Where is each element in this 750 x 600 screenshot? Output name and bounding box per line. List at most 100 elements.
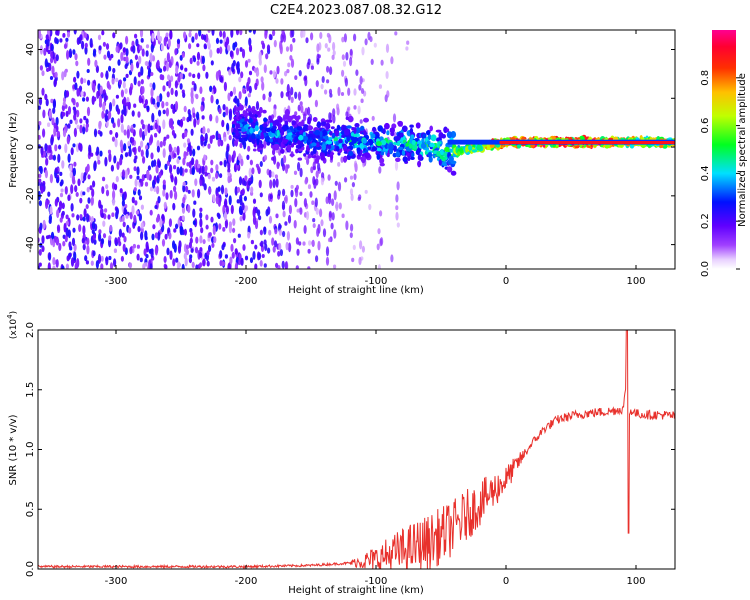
spectrogram-cell [140, 140, 144, 148]
spectrogram-cell [438, 159, 442, 166]
spectrogram-cell [252, 208, 256, 218]
spectrogram-cell [358, 256, 362, 266]
spectrogram-cell [247, 77, 251, 85]
spectrogram-cell [231, 251, 235, 259]
spectrogram-cell [174, 80, 178, 89]
spectrogram-cell [147, 69, 151, 78]
spectrogram-cell [56, 132, 60, 138]
spectrogram-cell [354, 144, 360, 149]
spectrogram-cell [227, 44, 231, 52]
spectrogram-cell [444, 146, 450, 152]
spectrogram-cell [328, 210, 332, 218]
snr-xlabel: Height of straight line (km) [288, 585, 424, 596]
spectrogram-cell [347, 87, 351, 97]
spectrogram-cell [450, 170, 457, 176]
spectrogram-cell [196, 60, 200, 66]
spectrogram-cell [359, 240, 363, 250]
spectrogram-cell [178, 240, 182, 249]
spectrogram-cell [276, 129, 280, 137]
spectrogram-cell [47, 262, 51, 269]
spectrogram-cell [274, 143, 280, 151]
spectrogram-cell [85, 126, 89, 133]
spectrogram-cell [150, 87, 154, 98]
spectrogram-cell [134, 178, 138, 187]
spectrogram-cell [276, 65, 280, 75]
spectrogram-cell [121, 199, 125, 207]
spectrogram-cell [246, 154, 250, 160]
spectrogram-cell [131, 205, 135, 215]
spectrogram-cell [224, 254, 228, 259]
spectrogram-cell [259, 260, 263, 267]
spectrogram-cell [422, 133, 427, 139]
spectrogram-cell [329, 66, 333, 75]
spectrogram-cell [347, 106, 351, 111]
spectrogram-cell [188, 32, 192, 38]
spectrogram-cell [278, 242, 282, 251]
spectrogram-cell [228, 111, 232, 121]
spectrogram-cell [353, 105, 357, 110]
spectrogram-cell [269, 34, 273, 41]
spectrogram-x-ticks: -300 -200 -100 0 100 [105, 30, 646, 287]
spectrogram-cell [99, 131, 103, 137]
spectrogram-cell [204, 171, 208, 177]
spectrogram-cell [201, 165, 205, 175]
spectrogram-cell [272, 70, 276, 79]
spectrogram-cell [149, 186, 154, 192]
spectrogram-cell [142, 263, 146, 269]
spectrogram-cell [177, 119, 181, 126]
spectrogram-cell [244, 205, 249, 212]
spectrogram-cell [241, 121, 248, 125]
spectrogram-cell [411, 139, 416, 146]
spectrogram-cell [234, 262, 238, 269]
spectrogram-cell [448, 155, 455, 163]
spectrogram-cell [237, 116, 242, 120]
spectrogram-cell [440, 148, 444, 156]
spectrogram-cell [93, 239, 97, 245]
spectrogram-cell [54, 167, 58, 174]
spectrogram-cell [170, 118, 174, 128]
spectrogram-cell [154, 132, 158, 138]
spectrogram-cell [236, 199, 240, 204]
spectrogram-cell [367, 146, 372, 150]
spectrogram-cell [253, 67, 257, 73]
spectrogram-cell [49, 173, 54, 184]
spectrogram-cell [320, 121, 326, 126]
spectrogram-cell [92, 250, 96, 257]
spectrogram-cell [247, 58, 251, 63]
spectrogram-cell [174, 101, 179, 111]
spectrogram-cell [384, 122, 390, 130]
spectrogram-cell [268, 229, 272, 236]
spectrogram-cell [54, 37, 58, 44]
spectrogram-cell [264, 30, 268, 39]
spectrogram-cell [465, 146, 469, 153]
spectrogram-cell [248, 70, 253, 76]
spectrogram-cell [315, 170, 319, 179]
spectrogram-cell [145, 148, 149, 159]
spectrogram-cell [228, 221, 232, 227]
spectrogram-cell [307, 106, 311, 116]
spectrogram-cell [73, 107, 77, 116]
spectrogram-cell [83, 208, 87, 218]
spectrogram-cell [192, 112, 196, 119]
spectrogram-cell [210, 216, 214, 223]
spectrogram-cell [310, 155, 317, 159]
spectrogram-cell [333, 264, 337, 269]
spectrogram-cell [242, 244, 246, 251]
spectrogram-cell [360, 88, 365, 94]
spectrogram-cell [72, 167, 76, 177]
spectrogram-cell [290, 96, 294, 104]
spectrogram-cell [193, 200, 197, 205]
spectrogram-cell [96, 146, 100, 156]
spectrogram-cell [62, 240, 66, 247]
spectrogram-cell [210, 94, 214, 104]
spectrogram-cell [327, 137, 333, 141]
spectrogram-cell [163, 256, 167, 263]
spectrogram-cell [269, 70, 273, 75]
spectrogram-cell [169, 146, 173, 152]
spectrogram-cell [359, 75, 363, 85]
spectrogram-cell [41, 87, 45, 96]
spectrogram-cell [429, 143, 435, 148]
spectrogram-cell [192, 220, 196, 226]
spectrogram-cell [397, 122, 403, 127]
spectrogram-cell [85, 96, 89, 102]
